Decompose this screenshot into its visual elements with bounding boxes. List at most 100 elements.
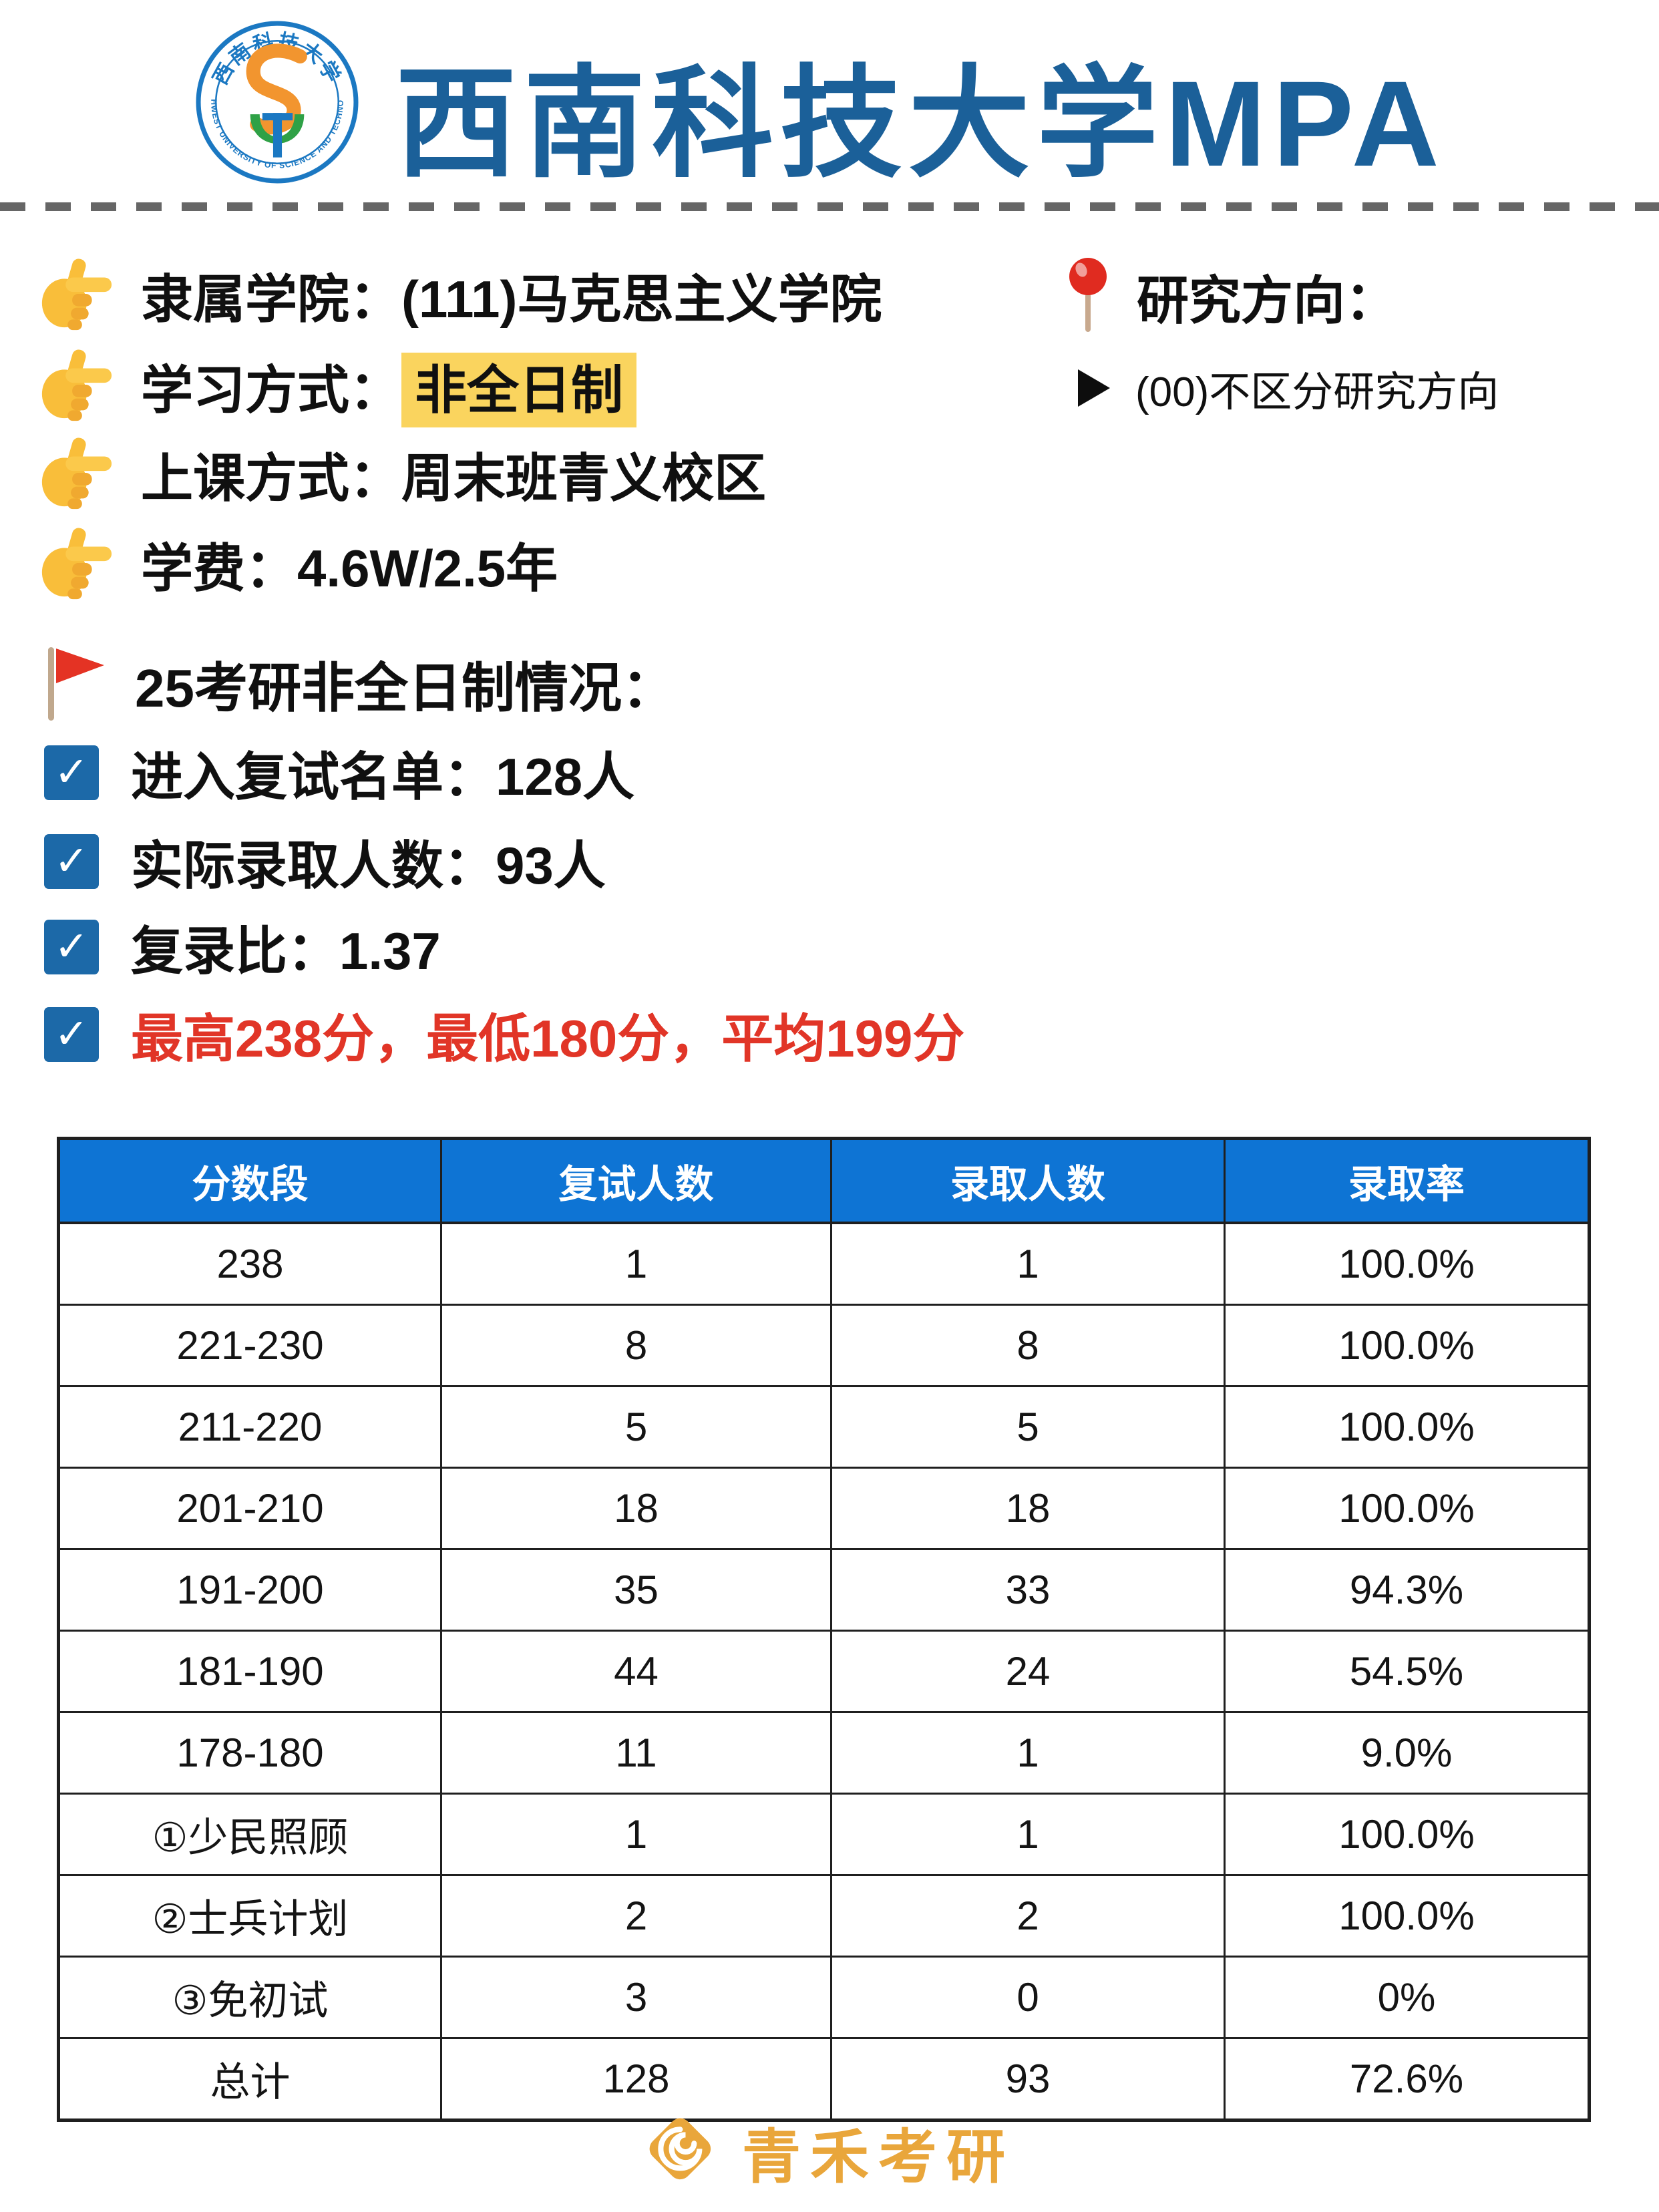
dashed-divider — [0, 202, 1659, 211]
info-label: 学费： — [141, 539, 298, 598]
table-cell: 1 — [830, 1222, 1226, 1306]
table-cell: 8 — [440, 1304, 832, 1387]
table-cell: 191-200 — [57, 1548, 442, 1632]
table-cell: 128 — [440, 2037, 832, 2121]
info-label-value: 学费：4.6W/2.5年 — [141, 527, 558, 602]
table-cell: 33 — [830, 1548, 1226, 1632]
table-cell: 18 — [440, 1467, 832, 1550]
info-label-value: 上课方式：周末班青义校区 — [141, 437, 766, 512]
checklist-item-ratio: ✓ 复录比：1.37 — [44, 906, 441, 988]
table-row: 221-230 8 8 100.0% — [57, 1304, 1590, 1387]
seal-torch-bar — [262, 113, 293, 121]
table-cell: 201-210 — [57, 1467, 442, 1550]
info-value: 4.6W/2.5年 — [297, 539, 558, 598]
table-row: 201-210 18 18 100.0% — [57, 1467, 1590, 1550]
table-cell: 1 — [440, 1793, 832, 1876]
table-cell: 221-230 — [57, 1304, 442, 1387]
table-row: 191-200 35 33 94.3% — [57, 1548, 1590, 1632]
table-cell: 1 — [830, 1711, 1226, 1795]
table-cell: 9.0% — [1224, 1711, 1590, 1795]
table-cell: 5 — [440, 1385, 832, 1469]
table-cell: 100.0% — [1224, 1793, 1590, 1876]
info-row-college: 隶属学院：(111)马克思主义学院 — [37, 254, 882, 337]
table-cell: 211-220 — [57, 1385, 442, 1469]
red-flag-icon — [48, 647, 104, 721]
table-cell: 100.0% — [1224, 1304, 1590, 1387]
table-cell: 100.0% — [1224, 1222, 1590, 1306]
research-direction-heading: 研究方向： — [1067, 255, 1397, 338]
checkbox-icon: ✓ — [44, 834, 99, 889]
checklist-item-scores: ✓ 最高238分，最低180分，平均199分 — [44, 993, 964, 1076]
seal-outer-ring — [196, 21, 359, 184]
seal-torch-stem — [272, 113, 283, 158]
table-cell: 100.0% — [1224, 1467, 1590, 1550]
table-cell: ③免初试 — [57, 1956, 442, 2039]
pointing-finger-icon — [41, 258, 112, 331]
table-cell: 总计 — [57, 2037, 442, 2121]
checklist-text: 进入复试名单：128人 — [131, 747, 635, 806]
summary-heading-row: 25考研非全日制情况： — [41, 642, 675, 725]
info-label: 上课方式： — [141, 449, 402, 508]
table-row: 238 1 1 100.0% — [57, 1222, 1590, 1306]
checkbox-icon: ✓ — [44, 745, 99, 800]
table-body: 238 1 1 100.0% 221-230 8 8 100.0% 211-220 5 5 100.0… — [57, 1222, 1590, 2121]
university-seal-logo: 西南科技大学 SOUTHWEST UNIVERSITY OF SCIENCE A… — [195, 20, 359, 184]
brand-logo-icon — [649, 2118, 711, 2180]
table-row: ③免初试 3 0 0% — [57, 1956, 1590, 2039]
table-cell: 5 — [830, 1385, 1226, 1469]
highlighted-value: 非全日制 — [401, 353, 637, 427]
research-item-text: (00)不区分研究方向 — [1135, 369, 1499, 415]
table-cell: 181-190 — [57, 1630, 442, 1713]
pointing-finger-icon — [41, 528, 112, 600]
table-cell: 238 — [57, 1222, 442, 1306]
footer-brand: 青禾考研 — [0, 2109, 1659, 2195]
pointing-finger-icon — [41, 437, 112, 510]
table-cell: 100.0% — [1224, 1874, 1590, 1958]
info-row-class-mode: 上课方式：周末班青义校区 — [37, 433, 766, 516]
info-label-value: 隶属学院：(111)马克思主义学院 — [141, 258, 882, 333]
checklist-text: 实际录取人数：93人 — [131, 836, 606, 895]
table-row: 211-220 5 5 100.0% — [57, 1385, 1590, 1469]
research-direction-item: (00)不区分研究方向 — [1078, 358, 1499, 418]
table-cell: 1 — [830, 1793, 1226, 1876]
table-row: ①少民照顾 1 1 100.0% — [57, 1793, 1590, 1876]
table-cell: 178-180 — [57, 1711, 442, 1795]
checkbox-icon: ✓ — [44, 920, 99, 974]
info-label: 学习方式： — [141, 361, 402, 419]
table-cell: 100.0% — [1224, 1385, 1590, 1469]
seal-dragon-icon — [246, 43, 307, 135]
table-cell: 94.3% — [1224, 1548, 1590, 1632]
table-row: ②士兵计划 2 2 100.0% — [57, 1874, 1590, 1958]
brand-name: 青禾考研 — [741, 2123, 1015, 2190]
info-label: 隶属学院： — [141, 270, 402, 329]
arrowhead-icon — [1078, 369, 1110, 407]
table-cell: 24 — [830, 1630, 1226, 1713]
seal-torch-arms — [250, 114, 305, 144]
checklist-item-shortlist: ✓ 进入复试名单：128人 — [44, 731, 634, 814]
column-header: 分数段 — [57, 1137, 442, 1224]
info-value: 周末班青义校区 — [401, 449, 767, 508]
info-value: (111)马克思主义学院 — [401, 270, 882, 329]
info-row-tuition: 学费：4.6W/2.5年 — [37, 523, 558, 606]
table-row: 178-180 11 1 9.0% — [57, 1711, 1590, 1795]
info-row-study-mode: 学习方式： 非全日制 — [37, 345, 637, 427]
table-cell: 11 — [440, 1711, 832, 1795]
info-label-value: 学习方式： 非全日制 — [141, 349, 637, 427]
table-cell: 8 — [830, 1304, 1226, 1387]
table-cell: 72.6% — [1224, 2037, 1590, 2121]
page-title: 西南科技大学MPA — [395, 55, 1446, 192]
checklist-text: 复录比：1.37 — [131, 922, 441, 980]
table-cell: ①少民照顾 — [57, 1793, 442, 1876]
column-header: 录取率 — [1224, 1137, 1590, 1224]
table-cell: 3 — [440, 1956, 832, 2039]
seal-inner-ring — [214, 39, 340, 165]
table-cell: 35 — [440, 1548, 832, 1632]
column-header: 复试人数 — [440, 1137, 832, 1224]
column-header: 录取人数 — [830, 1137, 1226, 1224]
table-cell: 44 — [440, 1630, 832, 1713]
checklist-item-admitted: ✓ 实际录取人数：93人 — [44, 820, 606, 903]
table-cell: ②士兵计划 — [57, 1874, 442, 1958]
table-cell: 2 — [830, 1874, 1226, 1958]
table-cell: 0% — [1224, 1956, 1590, 2039]
